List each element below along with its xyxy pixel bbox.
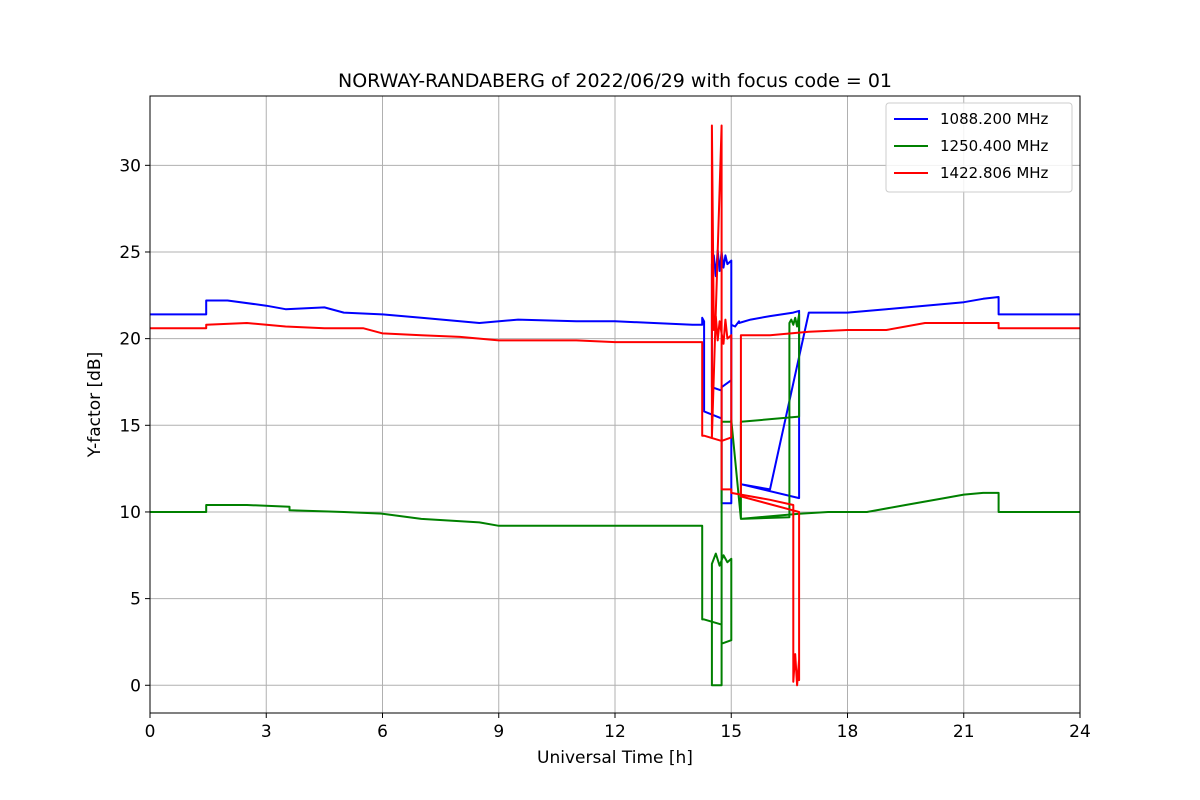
axis-ticks: 0 3 6 9 12 15 18 21 24 0 5 10 15 20 25 30 <box>119 156 1090 742</box>
x-axis-label: Universal Time [h] <box>537 748 693 768</box>
legend-box <box>885 102 1073 193</box>
legend-label: 1250.400 MHz <box>940 137 1049 155</box>
x-tick-label: 3 <box>261 722 272 742</box>
x-tick-label: 15 <box>720 722 742 742</box>
series-lines <box>150 124 1080 687</box>
chart-title: NORWAY-RANDABERG of 2022/06/29 with focu… <box>338 70 892 92</box>
y-tick-label: 15 <box>119 416 141 436</box>
legend-label: 1088.200 MHz <box>940 110 1049 128</box>
y-tick-label: 25 <box>119 243 141 263</box>
x-tick-label: 12 <box>604 722 626 742</box>
x-tick-label: 21 <box>953 722 975 742</box>
legend: 1088.200 MHz 1250.400 MHz 1422.806 MHz <box>885 102 1073 193</box>
x-tick-label: 6 <box>377 722 388 742</box>
x-tick-label: 9 <box>493 722 504 742</box>
y-tick-label: 30 <box>119 156 141 176</box>
series-line <box>150 313 1080 687</box>
x-tick-label: 24 <box>1069 722 1091 742</box>
y-tick-label: 0 <box>130 676 141 696</box>
series-line <box>150 124 1080 687</box>
x-tick-label: 0 <box>145 722 156 742</box>
y-tick-label: 20 <box>119 330 141 350</box>
y-tick-label: 5 <box>130 590 141 610</box>
y-axis-label: Y-factor [dB] <box>85 352 105 458</box>
x-tick-label: 18 <box>837 722 859 742</box>
legend-label: 1422.806 MHz <box>940 164 1049 182</box>
y-tick-label: 10 <box>119 503 141 523</box>
